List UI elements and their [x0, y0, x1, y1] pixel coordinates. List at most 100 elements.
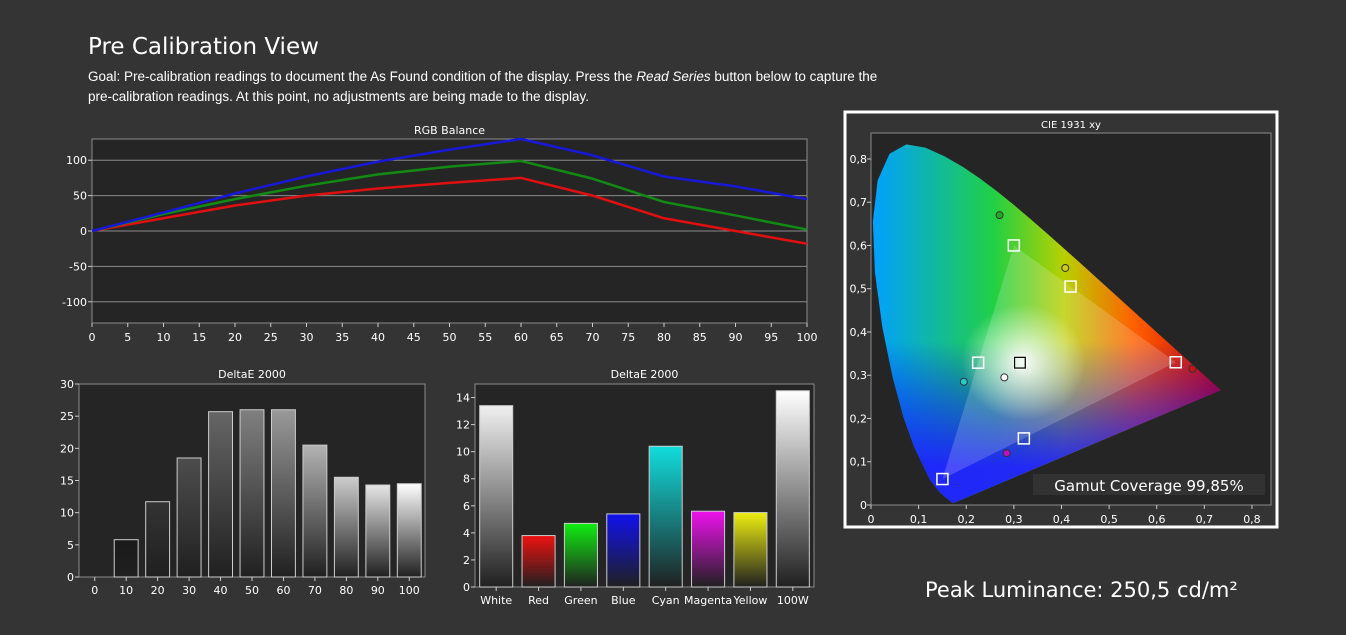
de_gray-x-tick-label: 0	[91, 584, 98, 597]
de_gray-y-tick-label: 30	[60, 378, 74, 391]
rgb-y-tick-label: 0	[80, 225, 87, 238]
cie-y-tick-label: 0,7	[850, 196, 868, 209]
rgb-series-line-1	[91, 159, 808, 233]
cie-measured-point-yellow	[1061, 263, 1070, 272]
de_gray-x-tick-label: 80	[339, 584, 353, 597]
rgb-x-tick-label: 95	[764, 331, 778, 344]
rgb-y-tick-label: -100	[62, 296, 87, 309]
cie-measured-point-cyan	[959, 377, 968, 386]
rgb-x-tick-label: 45	[407, 331, 421, 344]
de_color-y-tick-label: 4	[463, 527, 470, 540]
read-series-reference: Read Series	[636, 69, 711, 84]
cie-frame	[843, 110, 1279, 529]
rgb-y-tick-label: 50	[73, 190, 87, 203]
de_color-y-tick-label: 2	[463, 554, 470, 567]
de_color-y-tick-label: 0	[463, 581, 470, 594]
de_color-x-tick-label: 100W	[777, 594, 809, 607]
de_gray-x-tick-label: 100	[399, 584, 420, 597]
rgb-x-tick-label: 55	[478, 331, 492, 344]
cie-target-white	[1013, 356, 1027, 369]
goal-text: Goal: Pre-calibration readings to docume…	[88, 67, 888, 107]
rgb-y-tick-label: -50	[69, 260, 87, 273]
cie-x-tick-label: 0,2	[957, 513, 975, 526]
rgb-x-tick-label: 20	[228, 331, 242, 344]
de_gray-bar	[365, 484, 391, 578]
de_gray-x-tick-label: 50	[245, 584, 259, 597]
rgb-series-line-0	[91, 176, 808, 245]
cie-x-tick-label: 0	[868, 513, 875, 526]
de_color-bar	[691, 510, 726, 588]
goal-prefix: Goal: Pre-calibration readings to docume…	[88, 69, 637, 84]
rgb-x-tick-label: 85	[693, 331, 707, 344]
de_color-bar	[563, 522, 598, 588]
cie-spectral-locus	[872, 144, 1221, 503]
cie-y-tick-label: 0	[860, 499, 867, 512]
cie-measured-point-red	[1188, 364, 1197, 373]
rgb-x-tick-label: 65	[550, 331, 564, 344]
de_color-x-tick-label: Magenta	[684, 594, 732, 607]
rgb-x-tick-label: 60	[514, 331, 528, 344]
cie-x-tick-label: 0,8	[1243, 513, 1261, 526]
de_gray-x-tick-label: 40	[214, 584, 228, 597]
de_color-bar	[606, 513, 641, 588]
cie-target-cyan	[971, 356, 985, 369]
gamut-coverage-label: Gamut Coverage 99,85%	[1054, 477, 1243, 495]
rgb-x-tick-label: 50	[443, 331, 457, 344]
cie-x-tick-label: 0,1	[910, 513, 928, 526]
de_gray-y-tick-label: 10	[60, 507, 74, 520]
de_gray-bar	[176, 457, 202, 578]
cie-plot-area	[870, 132, 1272, 506]
rgb-x-tick-label: 100	[797, 331, 818, 344]
cie-measured-point-magenta	[1002, 449, 1011, 458]
cie-gamut-triangle	[942, 245, 1176, 480]
rgb-x-tick-label: 0	[89, 331, 96, 344]
de_color-plot-area	[474, 383, 815, 588]
de_color-y-tick-label: 10	[456, 446, 470, 459]
de_color-bar	[775, 390, 810, 588]
de_color-x-tick-label: Green	[564, 594, 597, 607]
rgb-x-tick-label: 10	[157, 331, 171, 344]
rgb-x-tick-label: 70	[586, 331, 600, 344]
de_color-chart-title: DeltaE 2000	[611, 368, 679, 381]
de_gray-y-tick-label: 0	[67, 571, 74, 584]
cie-x-tick-label: 0,5	[1100, 513, 1118, 526]
rgb-x-tick-label: 75	[621, 331, 635, 344]
gamut-coverage-box	[1033, 474, 1265, 495]
de_gray-bar	[208, 411, 233, 578]
de_gray-y-tick-label: 5	[67, 539, 74, 552]
rgb-x-tick-label: 15	[192, 331, 206, 344]
de_gray-x-tick-label: 20	[151, 584, 165, 597]
rgb-x-tick-label: 90	[729, 331, 743, 344]
de_gray-bar	[396, 483, 422, 578]
rgb-x-tick-label: 25	[264, 331, 278, 344]
de_gray-bar	[271, 409, 296, 578]
de_gray-x-tick-label: 30	[182, 584, 196, 597]
de_gray-plot-area	[78, 383, 426, 578]
cie-target-green	[1007, 239, 1021, 252]
rgb-plot-area	[91, 138, 808, 324]
rgb-x-tick-label: 5	[124, 331, 131, 344]
de_color-x-tick-label: White	[480, 594, 512, 607]
de_color-y-tick-label: 12	[456, 419, 470, 432]
de_gray-y-tick-label: 25	[60, 410, 74, 423]
de_color-x-tick-label: Cyan	[652, 594, 680, 607]
de_gray-bar	[113, 539, 139, 578]
de_color-y-tick-label: 14	[456, 392, 470, 405]
cie-y-tick-label: 0,4	[850, 326, 868, 339]
cie-y-tick-label: 0,2	[850, 412, 868, 425]
de_gray-bar	[239, 409, 265, 578]
rgb-chart-title: RGB Balance	[414, 124, 485, 137]
cie-x-tick-label: 0,3	[1005, 513, 1023, 526]
cie-target-red	[1169, 356, 1183, 369]
cie-x-tick-label: 0,6	[1148, 513, 1166, 526]
rgb-x-tick-label: 35	[335, 331, 349, 344]
de_gray-chart-title: DeltaE 2000	[218, 368, 286, 381]
cie-target-magenta	[1017, 432, 1031, 445]
de_gray-x-tick-label: 90	[371, 584, 385, 597]
cie-measured-point-green	[995, 211, 1004, 220]
cie-x-tick-label: 0,7	[1196, 513, 1214, 526]
de_color-y-tick-label: 8	[463, 473, 470, 486]
cie-target-blue	[936, 472, 949, 486]
de_gray-x-tick-label: 10	[119, 584, 133, 597]
de_color-bar	[521, 535, 556, 588]
